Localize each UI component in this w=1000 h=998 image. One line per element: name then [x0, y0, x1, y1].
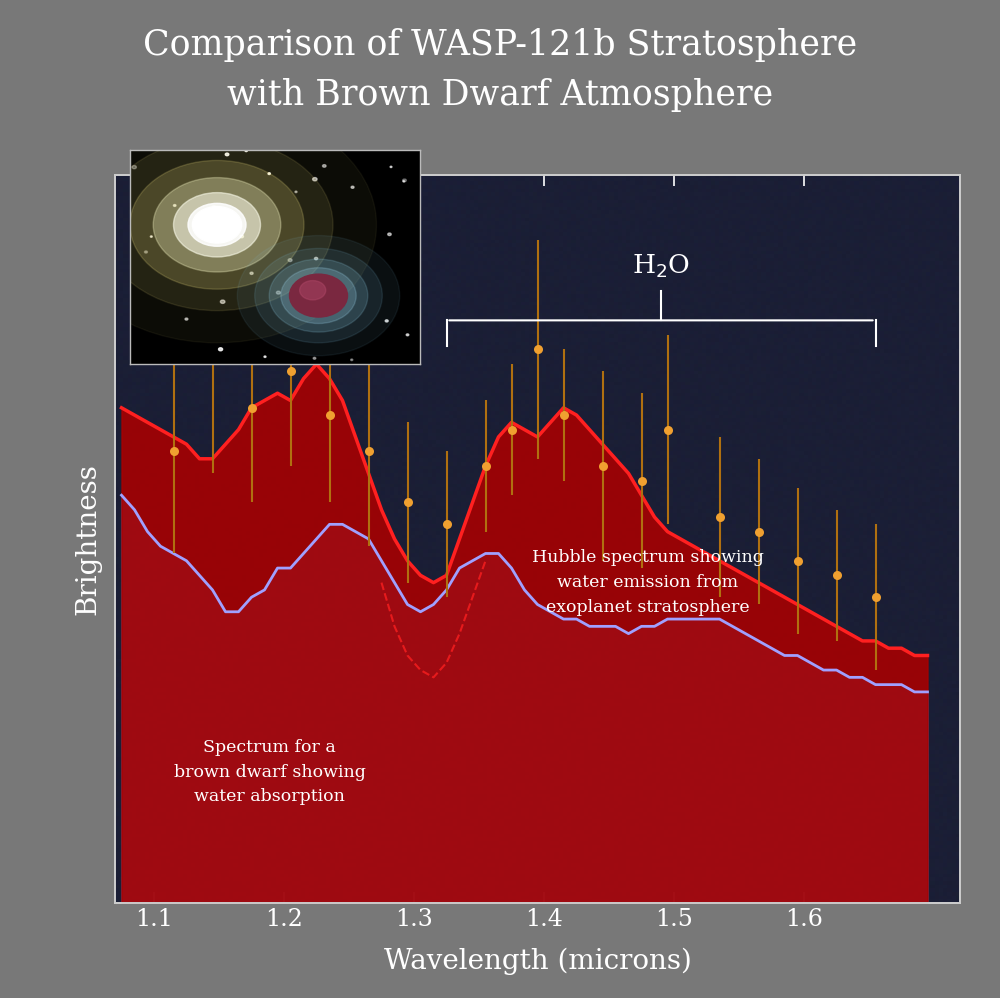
Circle shape — [212, 206, 216, 209]
Circle shape — [173, 205, 176, 207]
Y-axis label: Brightness: Brightness — [74, 463, 101, 615]
Circle shape — [269, 259, 368, 332]
Circle shape — [323, 165, 326, 168]
Circle shape — [313, 357, 316, 359]
Circle shape — [313, 178, 317, 181]
Circle shape — [220, 300, 225, 303]
Circle shape — [240, 236, 243, 238]
Circle shape — [295, 191, 297, 193]
Circle shape — [218, 219, 221, 222]
Circle shape — [153, 178, 281, 272]
Circle shape — [390, 167, 392, 168]
Circle shape — [276, 291, 280, 294]
Circle shape — [314, 257, 318, 259]
Text: with Brown Dwarf Atmosphere: with Brown Dwarf Atmosphere — [227, 78, 773, 112]
Circle shape — [281, 267, 356, 323]
Text: Hubble spectrum showing
water emission from
exoplanet stratosphere: Hubble spectrum showing water emission f… — [532, 549, 764, 616]
Circle shape — [58, 107, 376, 343]
Circle shape — [385, 319, 388, 322]
Circle shape — [351, 359, 353, 360]
Circle shape — [225, 153, 229, 156]
Circle shape — [192, 207, 242, 244]
Circle shape — [219, 347, 223, 350]
Circle shape — [255, 249, 382, 343]
Circle shape — [144, 250, 147, 253]
Circle shape — [250, 272, 253, 274]
Circle shape — [268, 173, 270, 175]
Circle shape — [403, 181, 405, 182]
Circle shape — [288, 258, 292, 261]
Circle shape — [245, 150, 247, 152]
Circle shape — [300, 280, 326, 300]
Circle shape — [101, 139, 333, 310]
Circle shape — [237, 236, 400, 355]
Circle shape — [264, 356, 266, 357]
Circle shape — [185, 318, 188, 320]
Circle shape — [150, 236, 152, 238]
Circle shape — [174, 193, 260, 257]
Text: H$_2$O: H$_2$O — [632, 252, 690, 280]
Circle shape — [188, 204, 246, 247]
X-axis label: Wavelength (microns): Wavelength (microns) — [384, 948, 691, 975]
Text: Comparison of WASP-121b Stratosphere: Comparison of WASP-121b Stratosphere — [143, 28, 857, 62]
Circle shape — [388, 233, 391, 236]
Circle shape — [130, 161, 304, 289]
Circle shape — [290, 274, 348, 317]
Text: Spectrum for a
brown dwarf showing
water absorption: Spectrum for a brown dwarf showing water… — [174, 739, 365, 805]
Circle shape — [132, 166, 136, 169]
Circle shape — [406, 334, 409, 335]
Circle shape — [351, 187, 354, 189]
Circle shape — [403, 179, 406, 182]
